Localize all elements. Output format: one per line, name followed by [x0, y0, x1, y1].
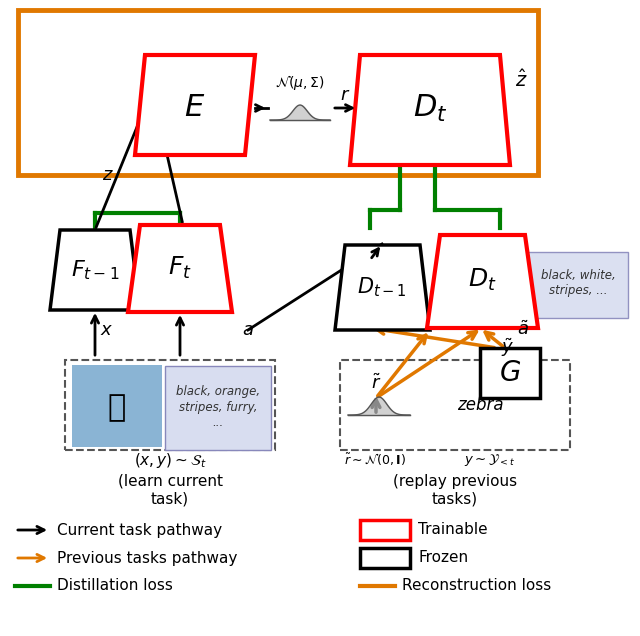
Text: Reconstruction loss: Reconstruction loss — [402, 579, 551, 593]
Text: $\hat{z}$: $\hat{z}$ — [515, 69, 527, 91]
Text: Current task pathway: Current task pathway — [57, 523, 222, 537]
FancyBboxPatch shape — [72, 365, 162, 447]
FancyBboxPatch shape — [360, 520, 410, 540]
Text: black, white,
stripes, ...: black, white, stripes, ... — [541, 269, 616, 297]
Text: $\mathcal{N}(\mu, \Sigma)$: $\mathcal{N}(\mu, \Sigma)$ — [275, 73, 324, 92]
FancyBboxPatch shape — [360, 548, 410, 568]
Text: Previous tasks pathway: Previous tasks pathway — [57, 551, 237, 565]
Text: $D_t$: $D_t$ — [413, 92, 447, 123]
FancyBboxPatch shape — [165, 366, 271, 450]
Text: 🐯: 🐯 — [108, 394, 126, 422]
Text: $G$: $G$ — [499, 359, 521, 387]
Text: $F_t$: $F_t$ — [168, 255, 192, 281]
Text: Frozen: Frozen — [418, 551, 468, 565]
Polygon shape — [135, 55, 255, 155]
Text: $\tilde{y}$: $\tilde{y}$ — [501, 337, 515, 359]
FancyBboxPatch shape — [527, 252, 628, 318]
FancyBboxPatch shape — [480, 348, 540, 398]
Text: Trainable: Trainable — [418, 523, 488, 537]
Text: $(x,y) \sim \mathcal{S}_t$: $(x,y) \sim \mathcal{S}_t$ — [134, 450, 207, 469]
Text: $D_{t-1}$: $D_{t-1}$ — [357, 275, 407, 299]
Text: zebra: zebra — [457, 396, 503, 414]
Text: $y \sim \mathcal{Y}_{<t}$: $y \sim \mathcal{Y}_{<t}$ — [464, 452, 516, 468]
Text: $z$: $z$ — [102, 166, 114, 184]
Polygon shape — [427, 235, 538, 328]
Text: (replay previous
tasks): (replay previous tasks) — [393, 474, 517, 506]
Polygon shape — [335, 245, 430, 330]
Text: $D_t$: $D_t$ — [468, 267, 497, 293]
FancyBboxPatch shape — [340, 360, 570, 450]
Polygon shape — [50, 230, 140, 310]
Text: Distillation loss: Distillation loss — [57, 579, 173, 593]
Text: $r$: $r$ — [340, 86, 350, 104]
Text: $E$: $E$ — [184, 93, 205, 123]
Text: $\tilde{r} \sim \mathcal{N}(0, \mathbf{I})$: $\tilde{r} \sim \mathcal{N}(0, \mathbf{I… — [344, 452, 406, 468]
Text: black, orange,
stripes, furry,
...: black, orange, stripes, furry, ... — [176, 385, 260, 429]
Text: $\tilde{r}$: $\tilde{r}$ — [371, 373, 381, 393]
Polygon shape — [350, 55, 510, 165]
Text: $F_{t-1}$: $F_{t-1}$ — [71, 258, 119, 282]
Text: $\tilde{a}$: $\tilde{a}$ — [517, 321, 529, 339]
Text: $a$: $a$ — [242, 321, 254, 339]
Text: (learn current
task): (learn current task) — [118, 474, 223, 506]
FancyBboxPatch shape — [65, 360, 275, 450]
Text: $x$: $x$ — [100, 321, 113, 339]
Polygon shape — [128, 225, 232, 312]
